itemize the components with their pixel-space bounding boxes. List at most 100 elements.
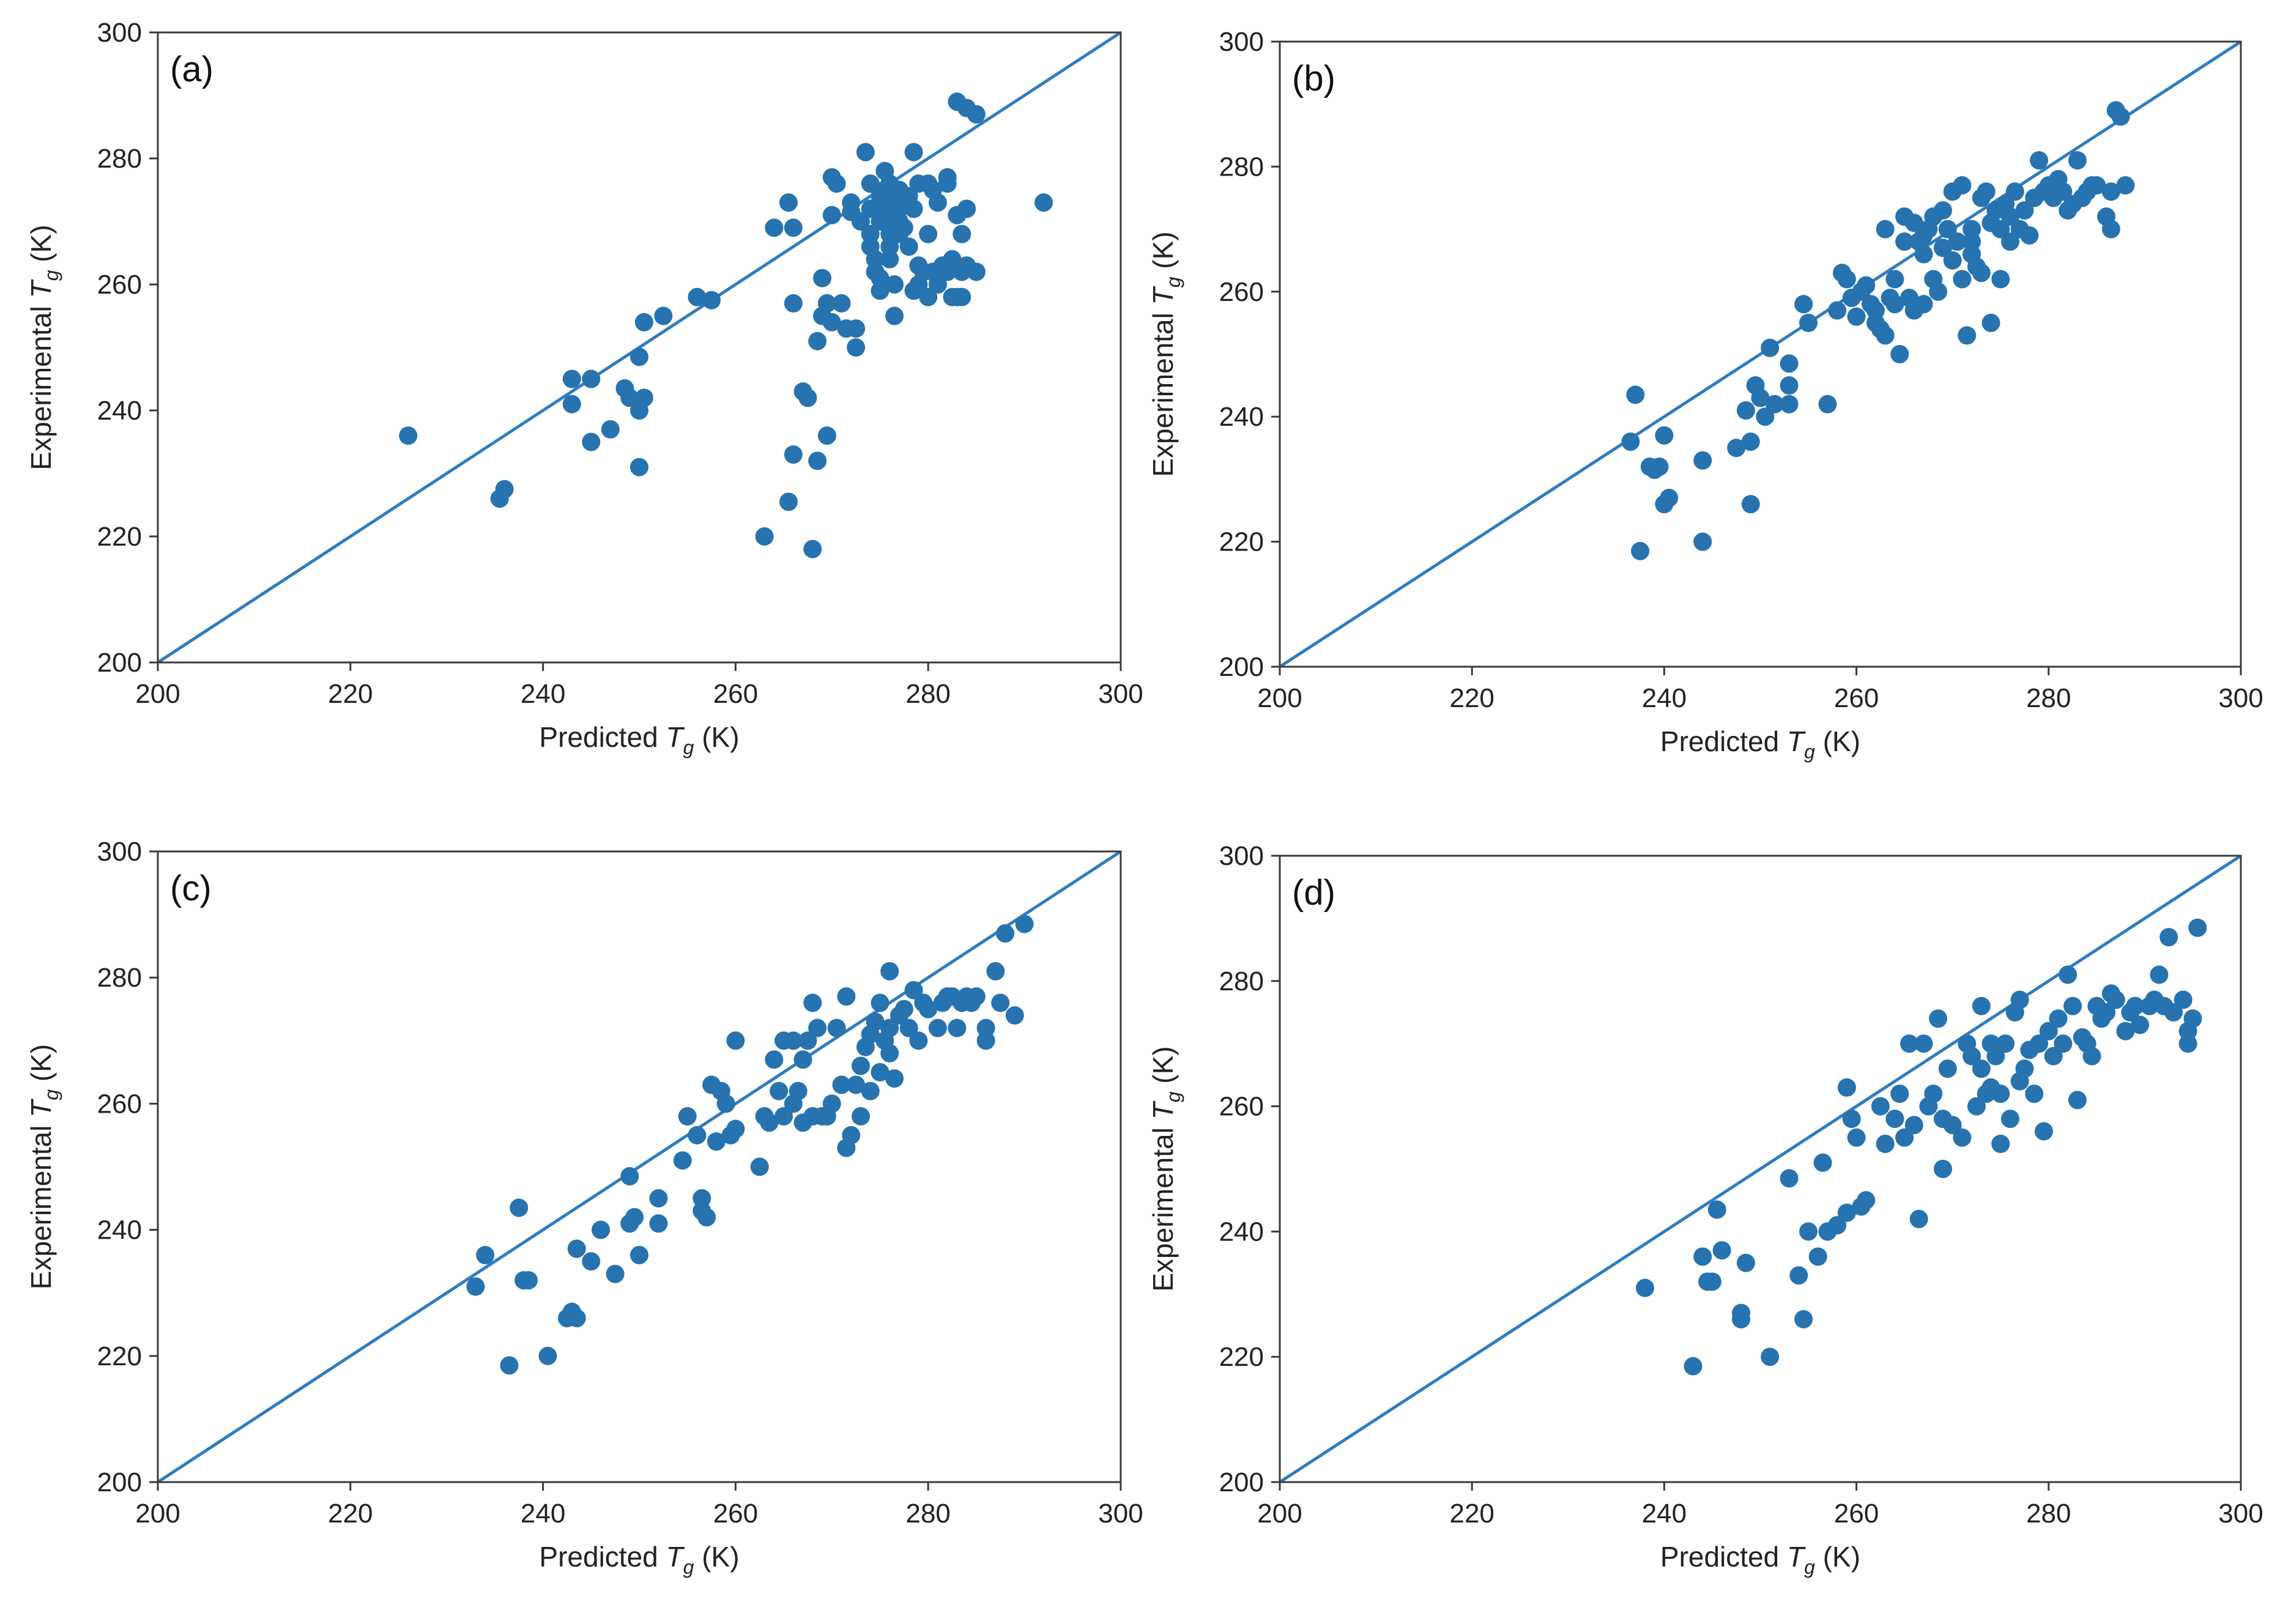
data-point [1924, 1085, 1943, 1103]
y-axis-label: Experimental Tg (K) [25, 1044, 62, 1289]
data-point [1991, 270, 2010, 289]
data-point [885, 275, 904, 294]
data-point [1986, 1047, 2005, 1066]
data-point [1953, 176, 1972, 195]
data-point [2000, 1110, 2019, 1129]
x-axis-label-sub: g [1804, 1556, 1815, 1578]
data-point [2063, 996, 2082, 1015]
y-axis-label-suffix: (K) [25, 1044, 57, 1089]
data-point [1799, 313, 1818, 332]
plot-frame [157, 850, 1122, 1483]
data-point [904, 981, 923, 999]
data-point [1895, 1128, 1914, 1147]
data-point [1967, 1097, 1986, 1116]
data-point [606, 1264, 625, 1283]
data-point [466, 1277, 485, 1296]
data-point [2068, 151, 2087, 170]
data-point [2030, 1034, 2049, 1053]
data-point [842, 1125, 861, 1144]
data-point [904, 199, 923, 218]
y-tick-label: 200 [97, 648, 142, 678]
data-point [871, 1062, 889, 1081]
data-point [1953, 1128, 1972, 1147]
data-point [798, 1031, 817, 1050]
y-tick-label: 280 [1219, 152, 1264, 182]
data-point [634, 313, 653, 332]
data-point [852, 1056, 871, 1075]
data-point [601, 420, 620, 439]
x-axis-label-suffix: (K) [1815, 725, 1860, 757]
x-tick-label: 220 [328, 679, 373, 709]
data-point [832, 294, 851, 313]
data-point [789, 1081, 808, 1100]
data-point [784, 445, 803, 464]
data-point [894, 999, 913, 1018]
data-point [817, 294, 836, 313]
data-point [1977, 182, 1996, 201]
data-point [952, 287, 971, 306]
data-point [822, 1094, 841, 1113]
y-axis-label-prefix: Experimental [25, 298, 57, 470]
plot-frame [1279, 40, 2242, 668]
y-axis-label-sub: g [40, 1089, 62, 1100]
data-point [861, 199, 880, 218]
data-point [1626, 385, 1645, 404]
data-point [1929, 282, 1948, 301]
data-point [1789, 1266, 1808, 1285]
data-point [784, 294, 803, 313]
y-tick-label: 220 [1219, 1342, 1264, 1372]
data-point [861, 224, 880, 243]
data-point [928, 193, 947, 212]
data-point [1933, 239, 1952, 258]
data-point [813, 269, 832, 287]
x-axis-label-var: T [666, 721, 685, 753]
y-axis-label-var: T [1147, 1100, 1179, 1119]
x-axis-label-prefix: Predicted [1660, 725, 1787, 757]
data-point [760, 1113, 779, 1132]
data-point [1794, 295, 1813, 314]
data-point [948, 1018, 967, 1037]
y-axis-label-sub: g [1162, 276, 1184, 287]
data-point [832, 1075, 851, 1094]
data-point [2034, 1122, 2053, 1141]
data-point [904, 143, 923, 161]
data-point [774, 1107, 793, 1126]
data-point [620, 388, 639, 407]
data-point [1943, 251, 1962, 270]
data-point [1837, 1078, 1856, 1097]
data-point [688, 287, 707, 306]
data-point [847, 319, 866, 338]
data-point [1761, 338, 1780, 357]
data-point [1655, 426, 1674, 445]
y-tick-label: 300 [1219, 27, 1264, 57]
data-point [2101, 220, 2120, 239]
data-point [899, 237, 918, 256]
data-point [519, 1271, 538, 1290]
data-point [1972, 996, 1991, 1015]
x-tick-label: 260 [1834, 1499, 1879, 1529]
data-point [1005, 1006, 1024, 1025]
data-point [678, 1107, 697, 1126]
data-point [1780, 395, 1799, 413]
data-point [2082, 1047, 2101, 1066]
data-point [880, 1044, 899, 1062]
y-axis-label-sub: g [40, 270, 62, 281]
data-point [2049, 1009, 2068, 1028]
data-point [1943, 1116, 1962, 1135]
data-point [938, 174, 957, 193]
identity-line [158, 851, 1121, 1482]
x-tick-label: 300 [1098, 679, 1143, 709]
data-point [1885, 270, 1904, 289]
data-point [726, 1119, 745, 1138]
data-point [1799, 1222, 1818, 1241]
data-point [1837, 270, 1856, 289]
data-point [1914, 1034, 1933, 1053]
data-point [707, 1132, 726, 1151]
data-point [991, 993, 1010, 1012]
data-point [765, 1050, 784, 1069]
data-point [996, 924, 1015, 943]
scatter-panel-1: 200 220 240 260 280 300 200 220 240 260 280 300 (a) P… [25, 18, 1143, 758]
data-point [1847, 307, 1866, 326]
data-point [847, 1075, 866, 1094]
